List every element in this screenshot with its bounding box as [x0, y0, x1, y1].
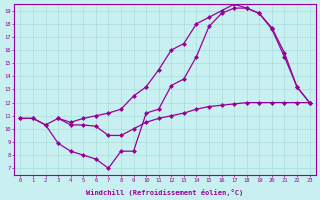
X-axis label: Windchill (Refroidissement éolien,°C): Windchill (Refroidissement éolien,°C) — [86, 189, 244, 196]
